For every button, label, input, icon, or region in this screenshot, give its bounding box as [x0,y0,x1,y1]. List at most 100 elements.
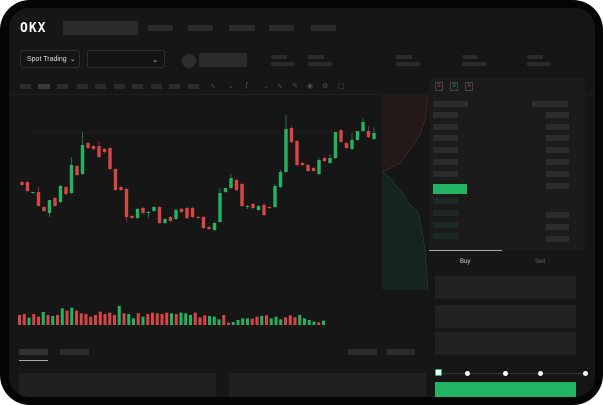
timeframe-button[interactable] [169,84,180,89]
timeframe-button[interactable] [188,84,199,89]
candle-body [300,163,305,165]
stat-label [271,55,287,59]
nav-item[interactable] [148,25,173,31]
filter-button[interactable] [386,349,415,355]
volume-bar [198,317,202,325]
timeframe-button[interactable] [151,84,162,89]
amount-input[interactable] [435,305,576,328]
volume-bar [98,311,102,325]
nav-item[interactable] [311,25,336,31]
price-input[interactable] [435,276,576,299]
slider-stop[interactable] [503,371,508,376]
volume-bar [151,312,154,325]
volume-bar [160,314,164,325]
slider-track[interactable] [437,373,587,374]
settings-icon[interactable]: ⚙ [322,83,329,90]
volume-bar [41,312,45,325]
nav-item[interactable] [229,25,255,31]
book-row-amount [546,159,569,165]
buy-tab[interactable]: Buy [460,259,471,265]
volume-bar [155,313,159,325]
okx-logo[interactable]: OKX [20,21,47,36]
book-header-total [532,101,568,107]
book-row-price[interactable] [433,171,458,177]
depth-bids-area [382,172,428,290]
volume-bar [117,306,121,325]
volume-bar [236,320,240,325]
slider-stop[interactable] [583,371,588,376]
book-row-price[interactable] [433,124,458,130]
candle-body [322,158,327,161]
volume-bar [307,320,311,325]
candle [25,181,30,192]
timeframe-button[interactable] [95,84,106,89]
slider-stop[interactable] [465,371,470,376]
line-tool-icon[interactable]: ∿ [277,83,283,90]
candle-body [278,172,283,187]
book-both-icon[interactable]: ≡ [435,82,443,91]
book-row-price[interactable] [433,112,458,118]
nav-item[interactable] [269,25,294,31]
filter-button[interactable] [348,349,377,355]
candle [58,185,63,203]
volume-bar [274,316,278,325]
book-bids-icon[interactable]: ≡ [450,82,458,91]
volume-bar [27,317,31,325]
candle-body [124,189,129,217]
timeframe-button[interactable] [57,84,68,89]
timeframe-button[interactable] [20,84,31,89]
buy-button[interactable] [435,382,576,397]
volume-bar [284,317,287,325]
candle-body [201,217,206,228]
tab-order-history[interactable] [60,349,89,355]
timeframe-button[interactable] [132,84,143,89]
total-input[interactable] [435,332,576,355]
candle-body [295,141,299,165]
chart-type-icon[interactable]: ∿ [210,83,216,90]
market-selector[interactable]: Spot Trading ⌄ [20,50,80,68]
timeframe-button-active[interactable] [38,84,50,89]
tab-open-orders[interactable] [19,349,48,355]
pair-selector[interactable]: ⌄ [87,50,165,68]
slider-stop[interactable] [538,371,543,376]
book-row-amount [546,135,569,141]
candle [157,206,162,224]
candle-body [20,182,24,185]
book-row-price[interactable] [433,233,458,239]
sell-tab[interactable]: Sell [535,259,546,265]
book-row-price[interactable] [433,222,458,228]
candle-body [212,223,217,230]
chevron-down-icon[interactable]: ⌄ [228,83,234,90]
camera-icon[interactable]: ◉ [307,83,314,90]
candle [322,157,327,162]
indicator-icon[interactable]: ƒ [245,82,249,89]
chevron-down-icon[interactable]: ⌄ [263,83,269,90]
candlestick-chart[interactable] [9,8,595,397]
candle-body [311,168,316,171]
book-row-price[interactable] [433,147,458,153]
book-row-price[interactable] [433,210,458,216]
candle-body [372,133,376,139]
timeframe-button[interactable] [77,84,88,89]
candle-body [64,187,68,194]
stat-value [462,62,486,66]
candle [130,215,134,219]
ruler-icon[interactable]: ✎ [292,83,298,90]
book-row-price[interactable] [433,159,458,165]
candle [229,174,233,189]
candle [80,132,85,175]
candle [212,222,217,231]
book-asks-icon[interactable]: ≡ [465,82,473,91]
candle-body [58,186,63,202]
book-row-price[interactable] [433,135,458,141]
fullscreen-icon[interactable]: ▢ [338,83,345,90]
candle [372,127,376,140]
search-bar[interactable] [63,21,138,35]
timeframe-button[interactable] [114,84,125,89]
slider-handle[interactable] [435,369,442,376]
book-row-price[interactable] [433,198,458,204]
nav-item[interactable] [188,25,213,31]
candle-body [267,207,272,208]
volume-bar [65,310,69,325]
candle-body [190,208,195,217]
